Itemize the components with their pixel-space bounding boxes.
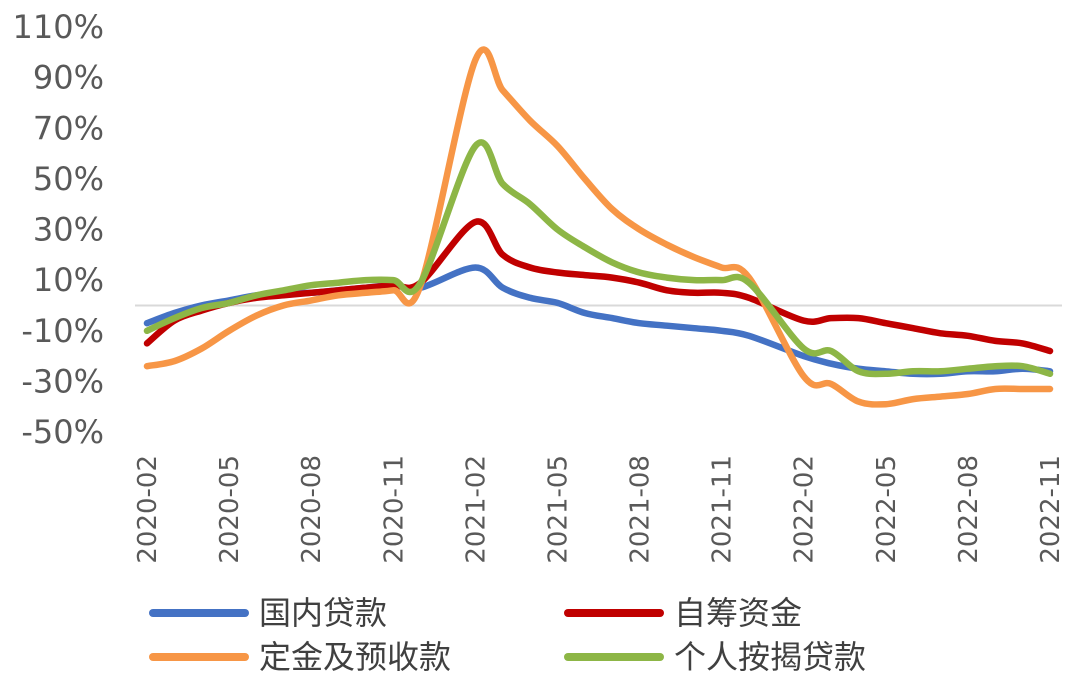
- legend-item: 国内贷款: [149, 594, 387, 632]
- x-tick-label: 2022-11: [1036, 455, 1066, 564]
- x-tick-label: 2020-11: [379, 455, 409, 564]
- legend-label: 定金及预收款: [259, 638, 451, 676]
- legend-label: 国内贷款: [259, 594, 387, 632]
- legend-item: 定金及预收款: [149, 638, 451, 676]
- x-tick-label: 2020-02: [133, 455, 163, 564]
- x-tick-label: 2021-11: [708, 455, 738, 564]
- y-tick-label: 30%: [33, 211, 104, 249]
- x-tick-label: 2022-08: [954, 455, 984, 564]
- legend-label: 自筹资金: [674, 594, 802, 632]
- y-tick-label: 110%: [13, 8, 104, 46]
- x-tick-label: 2020-05: [215, 455, 245, 564]
- series-line-self-raised-funds: [143, 218, 1054, 355]
- y-tick-label: 50%: [33, 160, 104, 198]
- series-line-domestic-loans: [143, 264, 1054, 378]
- y-tick-label: 90%: [33, 59, 104, 97]
- x-tick-label: 2021-05: [543, 455, 573, 564]
- x-tick-label: 2021-08: [626, 455, 656, 564]
- y-axis: 110% 90% 70% 50% 30% 10% -10% -30% -50%: [13, 8, 104, 451]
- series-line-deposits-advances: [143, 46, 1054, 408]
- legend-label: 个人按揭贷款: [674, 638, 866, 676]
- x-tick-label: 2021-02: [461, 455, 491, 564]
- x-tick-label: 2020-08: [297, 455, 327, 564]
- series-line-mortgage-loans: [143, 139, 1054, 378]
- legend-item: 自筹资金: [564, 594, 802, 632]
- x-axis: 2020-02 2020-05 2020-08 2020-11 2021-02 2021-…: [133, 455, 1066, 564]
- x-tick-label: 2022-02: [790, 455, 820, 564]
- series-layer: [143, 46, 1054, 408]
- y-tick-label: -10%: [21, 312, 104, 350]
- y-tick-label: 70%: [33, 109, 104, 147]
- y-tick-label: -50%: [21, 413, 104, 451]
- legend-item: 个人按揭贷款: [564, 638, 866, 676]
- y-tick-label: 10%: [33, 261, 104, 299]
- y-tick-label: -30%: [21, 362, 104, 400]
- x-tick-label: 2022-05: [872, 455, 902, 564]
